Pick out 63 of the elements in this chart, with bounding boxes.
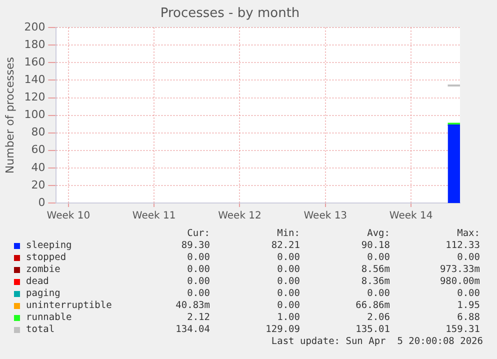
text: 0.00 (186, 288, 210, 299)
text: Last update: Sun Apr 5 20:00:08 2026 (271, 336, 483, 347)
text: 0.00 (276, 300, 300, 311)
chart-title: Processes - by month (160, 6, 300, 22)
legend-label: stopped (26, 252, 66, 263)
y-tick-label: 80 (31, 126, 46, 139)
y-tick-label: 60 (31, 143, 46, 156)
text: 0.00 (366, 252, 390, 263)
x-tick-label: Week 14 (389, 210, 433, 222)
text: 2.12 (186, 312, 210, 323)
text: 90.18 (360, 240, 390, 251)
text: 0.00 (456, 252, 480, 263)
legend-label: dead (26, 276, 49, 287)
text: 8.36m (360, 276, 390, 287)
text: 1.95 (456, 300, 480, 311)
x-tick-label: Week 11 (132, 210, 176, 222)
text: 973.33m (438, 264, 480, 275)
y-tick-label: 0 (38, 196, 46, 209)
text: 40.83m (174, 300, 210, 311)
text: 0.00 (276, 264, 300, 275)
text: 89.30 (180, 240, 210, 251)
x-tick-label: Week 13 (304, 210, 348, 222)
text: 980.00m (438, 276, 480, 287)
text: 0.00 (276, 288, 300, 299)
y-tick-label: 40 (31, 160, 46, 174)
text: 159.31 (444, 324, 480, 335)
text: 0.00 (366, 288, 390, 299)
text: 0.00 (186, 276, 210, 287)
legend-label: paging (26, 288, 60, 299)
y-tick-label: 200 (24, 20, 46, 34)
text: Cur: (186, 228, 210, 239)
y-tick-label: 20 (31, 178, 46, 192)
x-tick-label: Week 12 (218, 210, 262, 222)
text: 82.21 (270, 240, 300, 251)
text: 8.56m (360, 264, 390, 275)
legend-label: sleeping (26, 240, 72, 251)
text: 0.00 (186, 252, 210, 263)
text: 1.00 (276, 312, 300, 323)
text: 0.00 (276, 276, 300, 287)
y-tick-label: 180 (24, 38, 46, 51)
text: 2.06 (366, 312, 390, 323)
text: 0.00 (456, 288, 480, 299)
legend-label: runnable (26, 312, 72, 323)
x-tick-label: Week 10 (46, 210, 90, 222)
text: Max: (456, 228, 480, 239)
legend-label: uninterruptible (26, 300, 112, 311)
y-axis-title: Number of processes (3, 56, 16, 174)
y-tick-label: 100 (24, 108, 46, 122)
text: 0.00 (186, 264, 210, 275)
text: 135.01 (354, 324, 390, 335)
text: 134.04 (174, 324, 210, 335)
y-tick-label: 160 (24, 56, 46, 69)
y-tick-label: 120 (24, 90, 46, 104)
text: 66.86m (354, 300, 390, 311)
text: 6.88 (456, 312, 480, 323)
text: 112.33 (444, 240, 480, 251)
text: 129.09 (264, 324, 300, 335)
legend-label: total (26, 324, 55, 335)
text: Min: (276, 228, 300, 239)
text: Avg: (366, 228, 390, 239)
y-tick-label: 140 (24, 73, 46, 86)
text: 0.00 (276, 252, 300, 263)
legend-label: zombie (26, 264, 60, 275)
